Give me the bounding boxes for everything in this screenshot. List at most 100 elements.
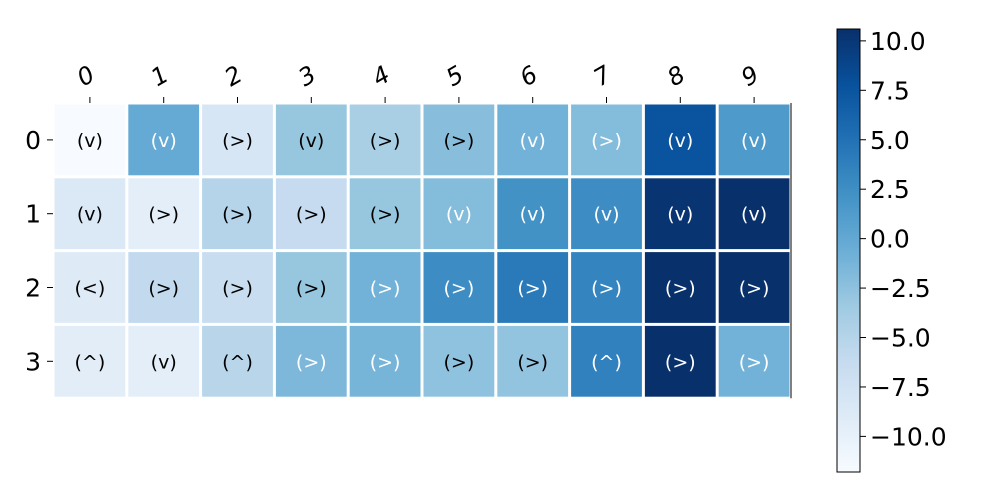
heatmap-cell-r3-c8: [644, 325, 716, 397]
x-tick-label-8: 8: [663, 60, 690, 92]
cell-annotation-r2-c2: (>): [222, 278, 253, 300]
colorbar-tick-label-6: −5.0: [870, 324, 931, 353]
heatmap-cell-r2-c3: [275, 252, 347, 323]
colorbar-tick-label-5: −2.5: [870, 274, 931, 303]
cell-annotation-r3-c5: (>): [444, 351, 475, 373]
cell-annotation-r0-c5: (>): [444, 130, 475, 152]
colorbar-tick-label-4: 0.0: [870, 225, 910, 254]
cell-annotation-r3-c4: (>): [370, 351, 401, 373]
x-tick-label-4: 4: [367, 60, 394, 92]
heatmap-cell-r2-c5: [423, 252, 495, 323]
heatmap-cell-r2-c6: [497, 252, 569, 323]
cell-annotation-r3-c9: (>): [739, 351, 770, 373]
x-tick-label-0: 0: [72, 60, 99, 92]
heatmap-cell-r3-c7: [571, 325, 642, 397]
heatmap-grid: (v) (v) (>) (v) (>) (>) (v) (>) (v) (v) (v) (>) (>) (…: [54, 104, 790, 397]
x-tick-label-5: 5: [441, 60, 468, 92]
cell-annotation-r3-c6: (>): [517, 351, 548, 373]
cell-annotation-r0-c6: (v): [520, 130, 546, 152]
heatmap-cell-r3-c5: [423, 325, 495, 397]
cell-annotation-r3-c8: (>): [665, 351, 696, 373]
heatmap-cell-r0-c8: [644, 104, 716, 176]
cell-annotation-r2-c7: (>): [591, 278, 622, 300]
x-tick-label-6: 6: [515, 60, 542, 92]
heatmap-cell-r3-c0: [54, 325, 126, 397]
cell-annotation-r3-c0: (^): [75, 351, 106, 373]
heatmap-cell-r1-c8: [644, 178, 716, 250]
heatmap-cell-r0-c4: [349, 104, 421, 176]
heatmap-cell-r1-c6: [497, 178, 569, 250]
heatmap-cell-r0-c3: [275, 104, 347, 176]
heatmap-cell-r0-c6: [497, 104, 569, 176]
heatmap-cell-r2-c8: [644, 252, 716, 323]
cell-annotation-r1-c5: (v): [446, 204, 472, 226]
x-tick-label-9: 9: [736, 60, 763, 92]
cell-annotation-r0-c4: (>): [370, 130, 401, 152]
cell-annotation-r2-c6: (>): [517, 278, 548, 300]
y-tick-label-2: 2: [25, 274, 41, 303]
heatmap-cell-r2-c9: [718, 252, 790, 323]
cell-annotation-r1-c8: (v): [667, 204, 693, 226]
cell-annotation-r1-c6: (v): [520, 204, 546, 226]
heatmap-cell-r1-c0: [54, 178, 126, 250]
heatmap-cell-r1-c3: [275, 178, 347, 250]
cell-annotation-r3-c1: (v): [151, 351, 177, 373]
y-tick-label-0: 0: [25, 126, 41, 155]
heatmap-cell-r3-c2: [202, 325, 273, 397]
heatmap-cell-r0-c1: [128, 104, 200, 176]
cell-annotation-r2-c9: (>): [739, 278, 770, 300]
cell-annotation-r0-c3: (v): [298, 130, 324, 152]
y-tick-label-1: 1: [25, 200, 41, 229]
cell-annotation-r0-c8: (v): [667, 130, 693, 152]
heatmap-cell-r2-c4: [349, 252, 421, 323]
colorbar-tick-label-1: 7.5: [870, 76, 910, 105]
cell-annotation-r0-c0: (v): [77, 130, 103, 152]
heatmap-cell-r1-c1: [128, 178, 200, 250]
cell-annotation-r2-c1: (>): [148, 278, 179, 300]
heatmap-cell-r1-c7: [571, 178, 642, 250]
heatmap-cell-r1-c2: [202, 178, 273, 250]
x-tick-label-2: 2: [220, 60, 247, 92]
heatmap-cell-r1-c9: [718, 178, 790, 250]
x-tick-label-7: 7: [589, 60, 617, 92]
cell-annotation-r2-c5: (>): [444, 278, 475, 300]
colorbar: 10.0 7.5 5.0 2.5 0.0 −2.5 −5.0 −7.5 −10.0: [836, 27, 947, 473]
cell-annotation-r1-c4: (>): [370, 204, 401, 226]
heatmap-cell-r1-c4: [349, 178, 421, 250]
heatmap-cell-r0-c5: [423, 104, 495, 176]
heatmap-cell-r2-c0: [54, 252, 126, 323]
heatmap-cell-r2-c2: [202, 252, 273, 323]
cell-annotation-r2-c0: (<): [75, 278, 106, 300]
cell-annotation-r1-c2: (>): [222, 204, 253, 226]
cell-annotation-r1-c3: (>): [296, 204, 327, 226]
colorbar-tick-label-0: 10.0: [870, 27, 926, 56]
cell-annotation-r1-c1: (>): [148, 204, 179, 226]
heatmap-cell-r3-c4: [349, 325, 421, 397]
cell-annotation-r3-c7: (^): [591, 351, 622, 373]
heatmap-cell-r2-c1: [128, 252, 200, 323]
heatmap-cell-r0-c2: [202, 104, 273, 176]
cell-annotation-r0-c7: (>): [591, 130, 622, 152]
heatmap-cell-r3-c6: [497, 325, 569, 397]
cell-annotation-r2-c3: (>): [296, 278, 327, 300]
cell-annotation-r1-c9: (v): [741, 204, 767, 226]
cell-annotation-r0-c2: (>): [222, 130, 253, 152]
heatmap-cell-r0-c7: [571, 104, 642, 176]
heatmap-cell-r2-c7: [571, 252, 642, 323]
colorbar-tick-label-2: 5.0: [870, 126, 910, 155]
cell-annotation-r1-c0: (v): [77, 204, 103, 226]
x-tick-label-1: 1: [146, 60, 173, 92]
x-axis: 0 1 2 3 4 5 6 7 8 9: [72, 60, 764, 103]
heatmap-cell-r0-c9: [718, 104, 790, 176]
cell-annotation-r0-c9: (v): [741, 130, 767, 152]
x-tick-label-3: 3: [294, 60, 321, 92]
colorbar-tick-label-3: 2.5: [870, 175, 910, 204]
colorbar-tick-label-8: −10.0: [870, 422, 947, 451]
heatmap-cell-r3-c1: [128, 325, 200, 397]
cell-annotation-r2-c4: (>): [370, 278, 401, 300]
heatmap-cell-r1-c5: [423, 178, 495, 250]
heatmap-cell-r3-c9: [718, 325, 790, 397]
cell-annotation-r0-c1: (v): [151, 130, 177, 152]
